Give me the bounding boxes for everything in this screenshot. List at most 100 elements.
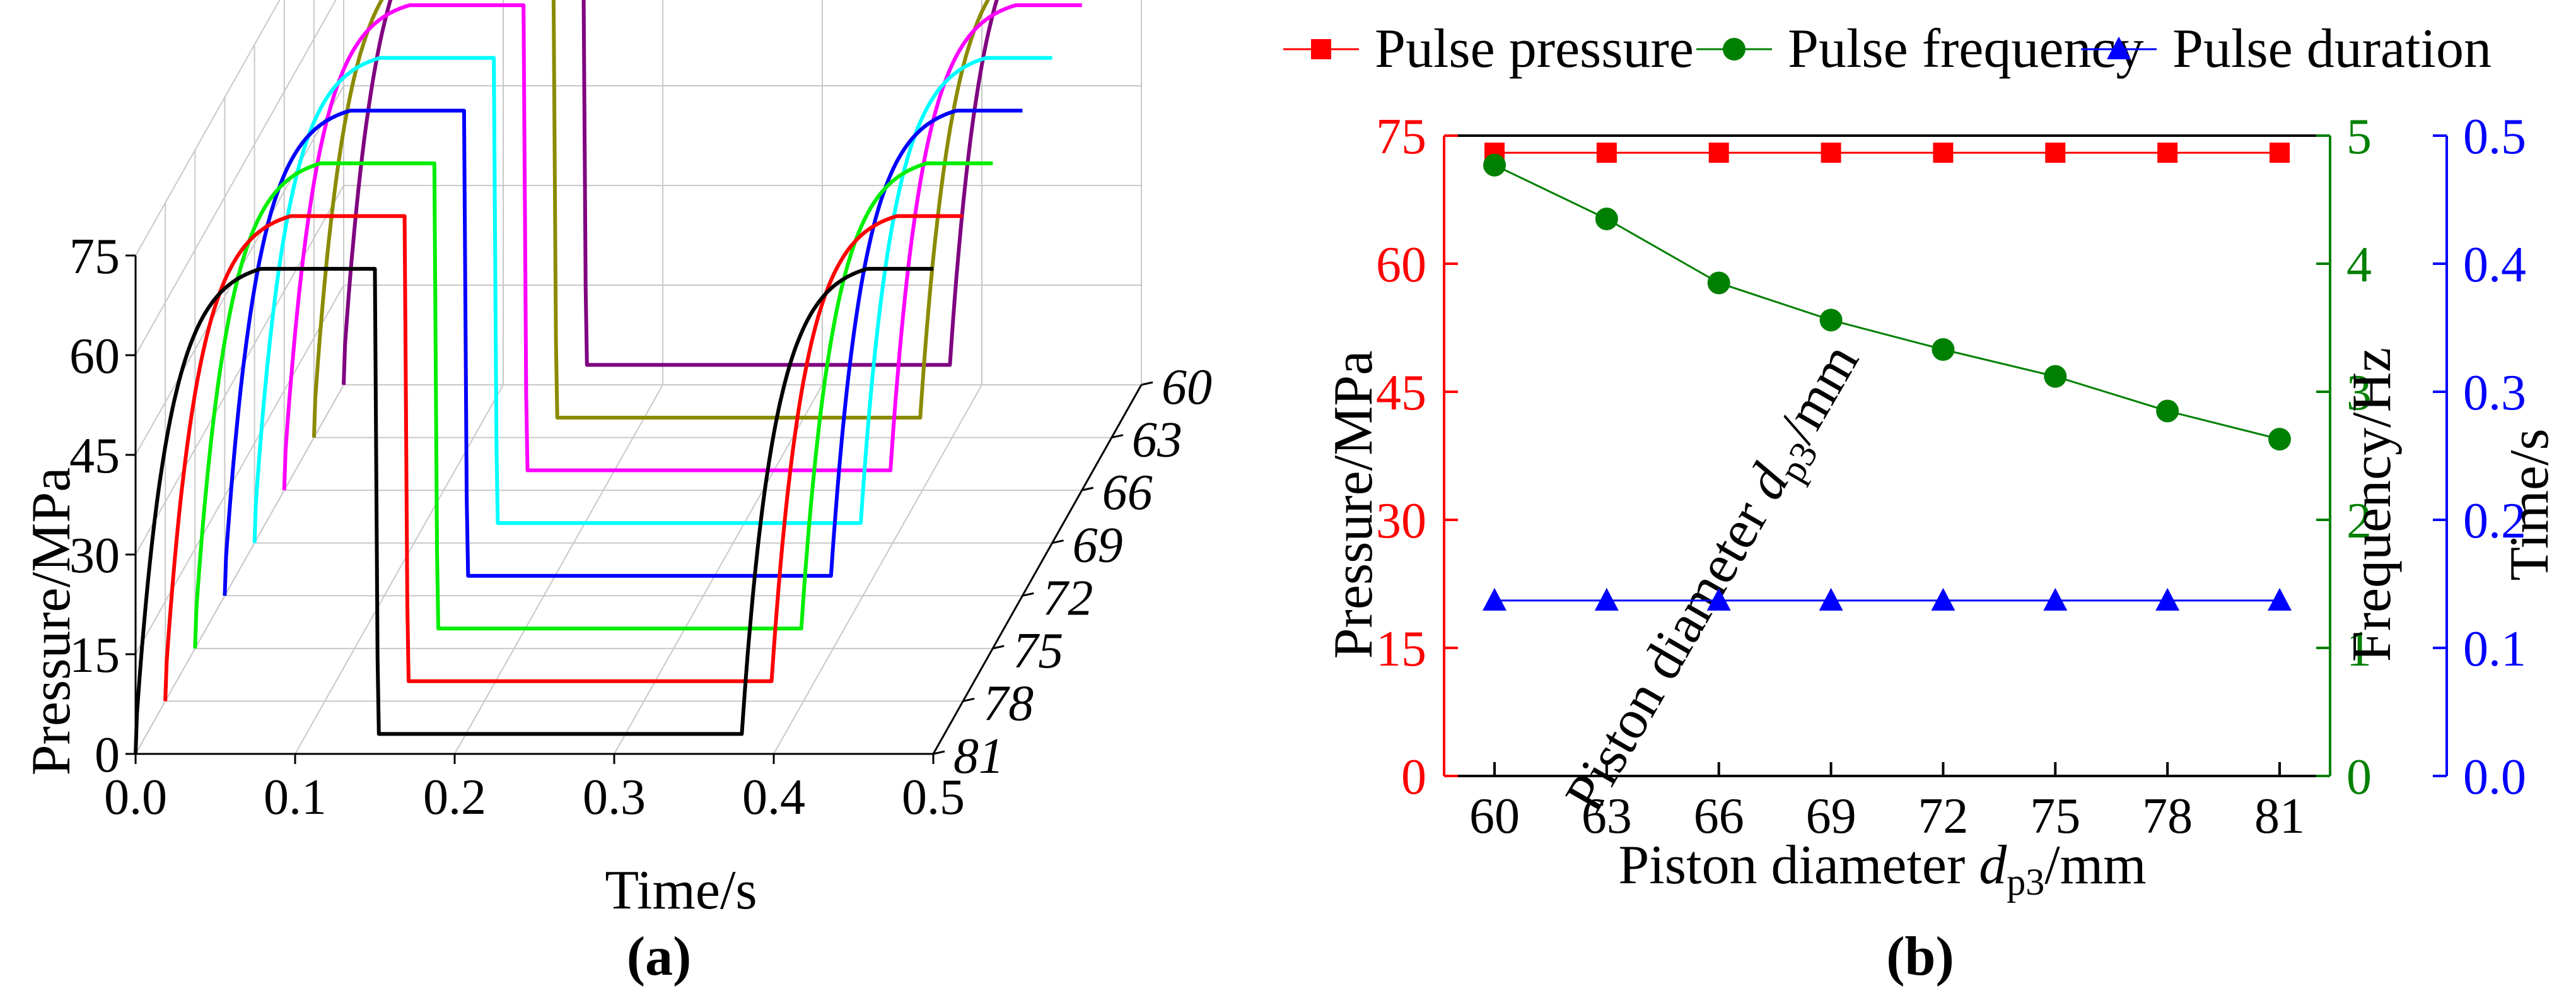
y-tick-label: 15: [1376, 621, 1426, 677]
grid-line: [614, 384, 823, 755]
data-point: [1821, 143, 1841, 163]
x-tick-label: 60: [1469, 789, 1520, 844]
y-tick-label: 30: [1376, 493, 1426, 549]
panel-a-grid: [135, 0, 1142, 755]
z-tick-label: 69: [1073, 518, 1123, 573]
curve-81: [134, 267, 934, 755]
data-point: [2045, 143, 2066, 163]
z-tick-label: 66: [1102, 465, 1153, 520]
panel-b-left-axis-label: Pressure/MPa: [1323, 351, 1384, 659]
curve-60: [342, 0, 999, 385]
legend-item: Pulse duration: [2081, 18, 2491, 79]
y-tick-label: 0: [2346, 749, 2372, 805]
data-point: [1707, 271, 1730, 295]
panel-b-plot-frame: [1443, 134, 2448, 777]
x-tick-label: 0.0: [104, 770, 167, 825]
legend-label: Pulse duration: [2172, 18, 2491, 79]
legend-marker: [1723, 38, 1746, 61]
data-point: [2270, 143, 2290, 163]
z-tick-label: 78: [983, 676, 1034, 731]
z-tick-label: 72: [1042, 570, 1093, 626]
grid-line: [135, 185, 344, 555]
data-point: [1708, 143, 1729, 163]
z-tick-label: 63: [1132, 413, 1182, 468]
panel-b-frequency-axis-label: Frequency/Hz: [2341, 348, 2403, 662]
data-point: [1596, 143, 1617, 163]
panel-b-x-axis-label: Piston diameter dp3/mm: [1618, 835, 2146, 903]
y-tick-label: 60: [1376, 237, 1426, 293]
x-tick-label: 69: [1806, 789, 1856, 844]
panel-a-caption: (a): [627, 926, 692, 987]
panel-a-y-tick-labels: 0 15 30 45 60 75: [69, 229, 136, 783]
panel-b-parameter-chart: Pulse pressure Pulse frequency Pulse durat…: [1283, 18, 2560, 987]
series-line: [1494, 164, 2280, 440]
curve-78: [163, 214, 964, 702]
z-tick-label: 75: [1013, 623, 1063, 679]
data-point: [2268, 428, 2291, 451]
x-tick-label: 0.5: [902, 770, 965, 825]
z-tick-label: 60: [1162, 360, 1212, 415]
legend-item: Pulse frequency: [1696, 18, 2143, 79]
series-pulse-duration: [1483, 587, 2292, 611]
panel-a-x-tick-labels: 0.0 0.1 0.2 0.3 0.4 0.5: [104, 754, 965, 825]
panel-a-curves: [134, 0, 1083, 755]
legend-marker: [1311, 39, 1331, 59]
panel-b-series: [1483, 143, 2292, 611]
panel-b-time-axis-label: Time/s: [2499, 428, 2560, 580]
data-point: [1483, 153, 1506, 177]
data-point: [1483, 587, 1507, 611]
y-tick-label: 0: [95, 727, 120, 783]
data-point: [2157, 143, 2178, 163]
data-point: [1819, 587, 1843, 611]
data-point: [1595, 207, 1618, 230]
x-tick-label: 0.3: [583, 770, 646, 825]
grid-line: [135, 0, 337, 356]
curve-69: [252, 56, 1053, 543]
y-tick-label: 0.0: [2463, 749, 2526, 805]
data-point: [1706, 587, 1731, 611]
curve-75: [193, 161, 994, 649]
y-tick-label: 45: [69, 428, 120, 484]
curve-63: [312, 0, 991, 438]
curve-66: [282, 3, 1083, 491]
y-tick-label: 0.3: [2463, 365, 2526, 421]
y-tick-label: 1: [2346, 621, 2372, 677]
data-point: [2044, 365, 2067, 388]
grid-line: [135, 0, 281, 256]
grid-line: [135, 285, 344, 655]
x-tick-label: 66: [1694, 789, 1744, 844]
x-tick-label: 72: [1918, 789, 1968, 844]
data-point: [1932, 338, 1955, 361]
data-point: [1933, 143, 1954, 163]
y-tick-label: 45: [1376, 365, 1426, 421]
grid-line: [773, 384, 982, 755]
panel-a-y-axis-label: Pressure/MPa: [21, 467, 82, 776]
x-tick-label: 75: [2030, 789, 2080, 844]
data-point: [2043, 587, 2068, 611]
x-tick-label: 0.2: [423, 770, 486, 825]
y-tick-label: 4: [2346, 237, 2372, 293]
data-point: [1594, 587, 1619, 611]
data-point: [2268, 587, 2292, 611]
data-point: [1931, 587, 1955, 611]
curve-72: [223, 109, 1023, 596]
y-tick-label: 0.5: [2463, 109, 2526, 165]
panel-a-x-axis-label: Time/s: [605, 860, 757, 921]
panel-b-caption: (b): [1886, 926, 1954, 987]
y-tick-label: 0.1: [2463, 621, 2526, 677]
x-tick-label: 63: [1582, 789, 1632, 844]
series-pulse-frequency: [1483, 153, 2291, 451]
data-point: [2155, 587, 2180, 611]
z-tick-label: 81: [953, 729, 1004, 784]
legend-marker: [2107, 37, 2131, 59]
y-tick-label: 5: [2346, 109, 2372, 165]
series-pulse-pressure: [1484, 143, 2290, 163]
x-tick-label: 0.1: [264, 770, 327, 825]
y-tick-label: 75: [1376, 109, 1426, 165]
x-tick-label: 0.4: [742, 770, 805, 825]
y-tick-label: 3: [2346, 365, 2372, 421]
grid-line: [294, 384, 504, 755]
data-point: [2156, 399, 2179, 423]
